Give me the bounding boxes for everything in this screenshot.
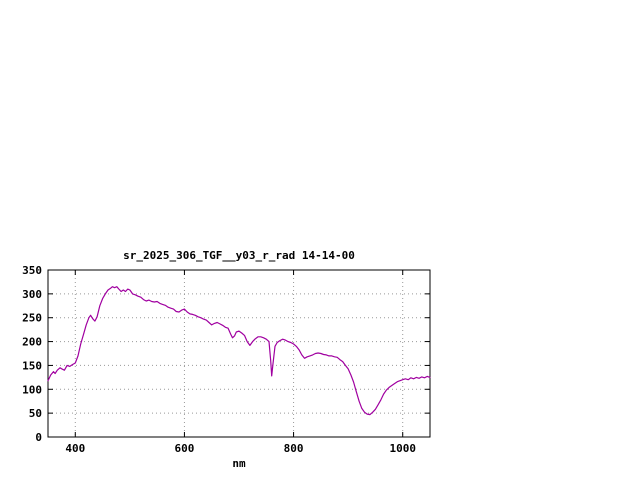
- y-tick-label: 300: [22, 288, 42, 301]
- y-tick-label: 0: [35, 431, 42, 444]
- x-tick-label: 800: [284, 442, 304, 455]
- y-tick-label: 200: [22, 336, 42, 349]
- y-tick-label: 350: [22, 264, 42, 277]
- chart-title: sr_2025_306_TGF__y03_r_rad 14-14-00: [123, 249, 355, 262]
- x-tick-label: 1000: [389, 442, 416, 455]
- spectrum-line: [47, 286, 431, 416]
- x-axis-label: nm: [232, 457, 246, 470]
- y-tick-label: 100: [22, 383, 42, 396]
- x-tick-label: 400: [65, 442, 85, 455]
- x-tick-label: 600: [174, 442, 194, 455]
- y-tick-label: 150: [22, 359, 42, 372]
- plot-border: [47, 269, 431, 438]
- y-tick-label: 50: [29, 407, 42, 420]
- y-tick-label: 250: [22, 312, 42, 325]
